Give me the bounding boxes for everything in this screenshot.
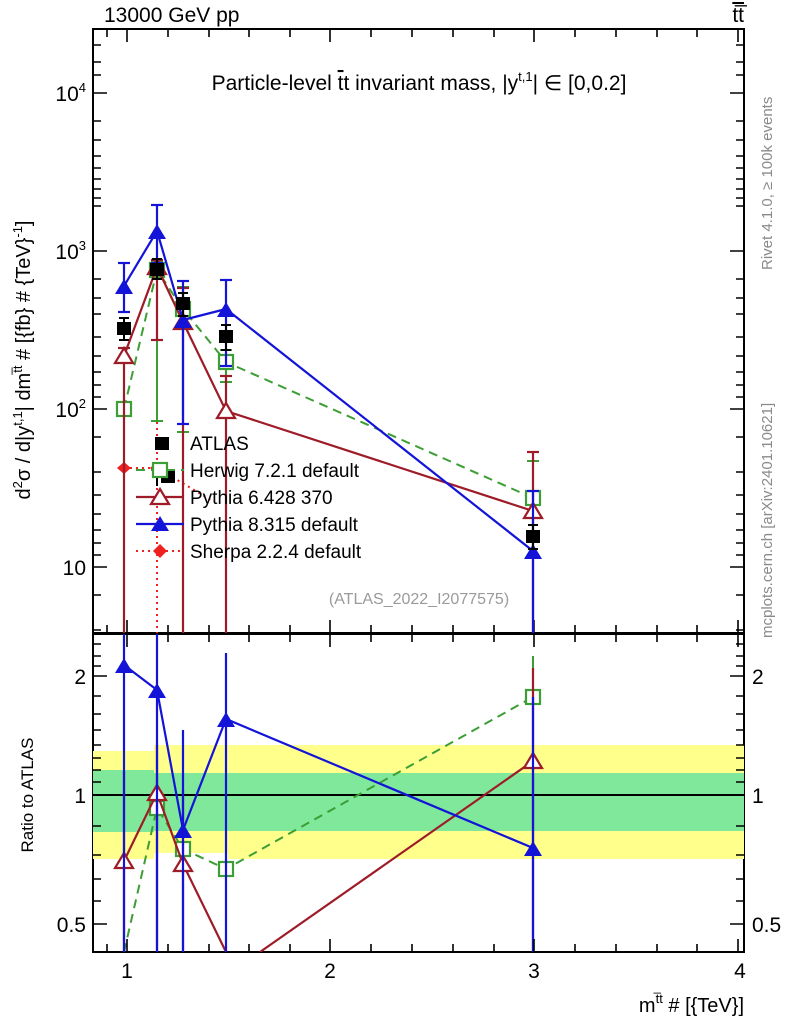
legend-marker-diamond [153, 544, 167, 558]
mcplots-ref-label: mcplots.cern.ch [arXiv:2401.10621] [759, 403, 776, 638]
marker-square-filled [526, 530, 540, 543]
marker-square-filled [219, 330, 233, 343]
svg-text:d2σ / d|yt,1| dmt̅t # [{fb} #: d2σ / d|yt,1| dmt̅t # [{fb} # {TeV}-1] [10, 221, 35, 500]
legend-item-herwig[interactable]: Herwig 7.2.1 default [136, 461, 360, 482]
series-pythia8-main [115, 203, 542, 633]
legend-label-pythia8: Pythia 8.315 default [190, 515, 359, 536]
x-tick-labels: 1 2 3 4 [121, 960, 746, 983]
legend-item-pythia8[interactable]: Pythia 8.315 default [136, 515, 359, 536]
series-atlas-main [117, 258, 540, 550]
marker-triangle-filled [174, 823, 192, 838]
main-x-ticks [106, 29, 739, 633]
legend-marker-square-open [151, 461, 169, 479]
svg-text:0.5: 0.5 [57, 914, 86, 937]
legend-item-pythia6[interactable]: Pythia 6.428 370 [136, 486, 333, 509]
svg-text:2: 2 [752, 666, 764, 689]
legend: ATLAS Herwig 7.2.1 default Pythia 6.428 … [136, 434, 362, 563]
svg-text:2: 2 [74, 666, 86, 689]
marker-triangle-filled [148, 683, 166, 698]
ratio-y-tick-labels: 2 1 0.5 2 1 0.5 [57, 666, 781, 937]
legend-label-sherpa: Sherpa 2.2.4 default [190, 542, 362, 563]
right-annotations: Rivet 4.1.0, ≥ 100k events mcplots.cern.… [759, 97, 776, 638]
marker-square-filled [117, 322, 131, 335]
atlas-markers [117, 263, 540, 543]
y-axis-label-ratio: Ratio to ATLAS [18, 738, 37, 853]
main-data-layer [113, 203, 544, 633]
series-pythia8-ratio [115, 634, 542, 952]
marker-triangle-filled [217, 712, 235, 727]
marker-triangle-filled [115, 658, 133, 673]
y-axis-label-main: d2σ / d|yt,1| dmt̅t # [{fb} # {TeV}-1] [10, 221, 35, 500]
herwig-line [123, 267, 534, 499]
legend-item-atlas[interactable]: ATLAS [155, 434, 249, 455]
svg-text:2: 2 [324, 960, 336, 983]
plot-title: Particle-level tt invariant mass, |yt,1|… [212, 69, 627, 95]
main-panel: 104 103 102 10 Particle-level tt invaria… [55, 28, 745, 634]
x-axis-label: mt̅t # [{TeV}] [639, 991, 744, 1017]
svg-text:1: 1 [121, 960, 133, 983]
analysis-id-watermark: (ATLAS_2022_I2077575) [329, 591, 509, 608]
legend-label-pythia6: Pythia 6.428 370 [190, 488, 333, 509]
legend-label-atlas: ATLAS [190, 434, 249, 455]
marker-triangle-filled [524, 544, 542, 559]
svg-text:1: 1 [74, 785, 86, 808]
legend-item-sherpa[interactable]: Sherpa 2.2.4 default [136, 542, 362, 563]
marker-square-filled [176, 297, 190, 310]
svg-text:0.5: 0.5 [752, 914, 781, 937]
svg-text:104: 104 [55, 80, 86, 106]
pythia8-markers [115, 224, 542, 559]
ratio-data-layer [93, 634, 744, 952]
marker-triangle-filled [524, 841, 542, 856]
beam-energy-label: 13000 GeV pp [104, 4, 240, 27]
marker-triangle-open [215, 400, 237, 420]
svg-text:4: 4 [734, 960, 746, 983]
marker-square-filled [150, 263, 164, 276]
ratio-panel: 2 1 0.5 2 1 0.5 1 2 3 4 mt̅t # [{TeV}] [57, 633, 781, 1017]
ratio-x-ticks [106, 634, 739, 952]
marker-triangle-filled [148, 224, 166, 239]
main-y-tick-labels: 104 103 102 10 [55, 80, 86, 580]
svg-text:103: 103 [55, 238, 86, 264]
svg-text:3: 3 [528, 960, 540, 983]
marker-triangle-open [113, 345, 135, 365]
legend-marker-triangle-open [149, 486, 171, 506]
uncertainty-band-inner [93, 770, 744, 832]
marker-triangle-filled [217, 302, 235, 317]
ratio-y-ticks [93, 643, 744, 925]
rivet-version-label: Rivet 4.1.0, ≥ 100k events [759, 97, 776, 270]
legend-label-herwig: Herwig 7.2.1 default [190, 461, 360, 482]
legend-marker-triangle-filled [151, 516, 169, 531]
svg-text:10: 10 [63, 557, 86, 580]
svg-text:102: 102 [55, 396, 86, 422]
process-label: tt̅ [732, 4, 744, 27]
legend-marker-square-filled [155, 437, 169, 450]
svg-text:1: 1 [752, 785, 764, 808]
main-y-ticks [93, 44, 744, 631]
marker-triangle-filled [174, 313, 192, 328]
marker-triangle-filled [115, 279, 133, 294]
